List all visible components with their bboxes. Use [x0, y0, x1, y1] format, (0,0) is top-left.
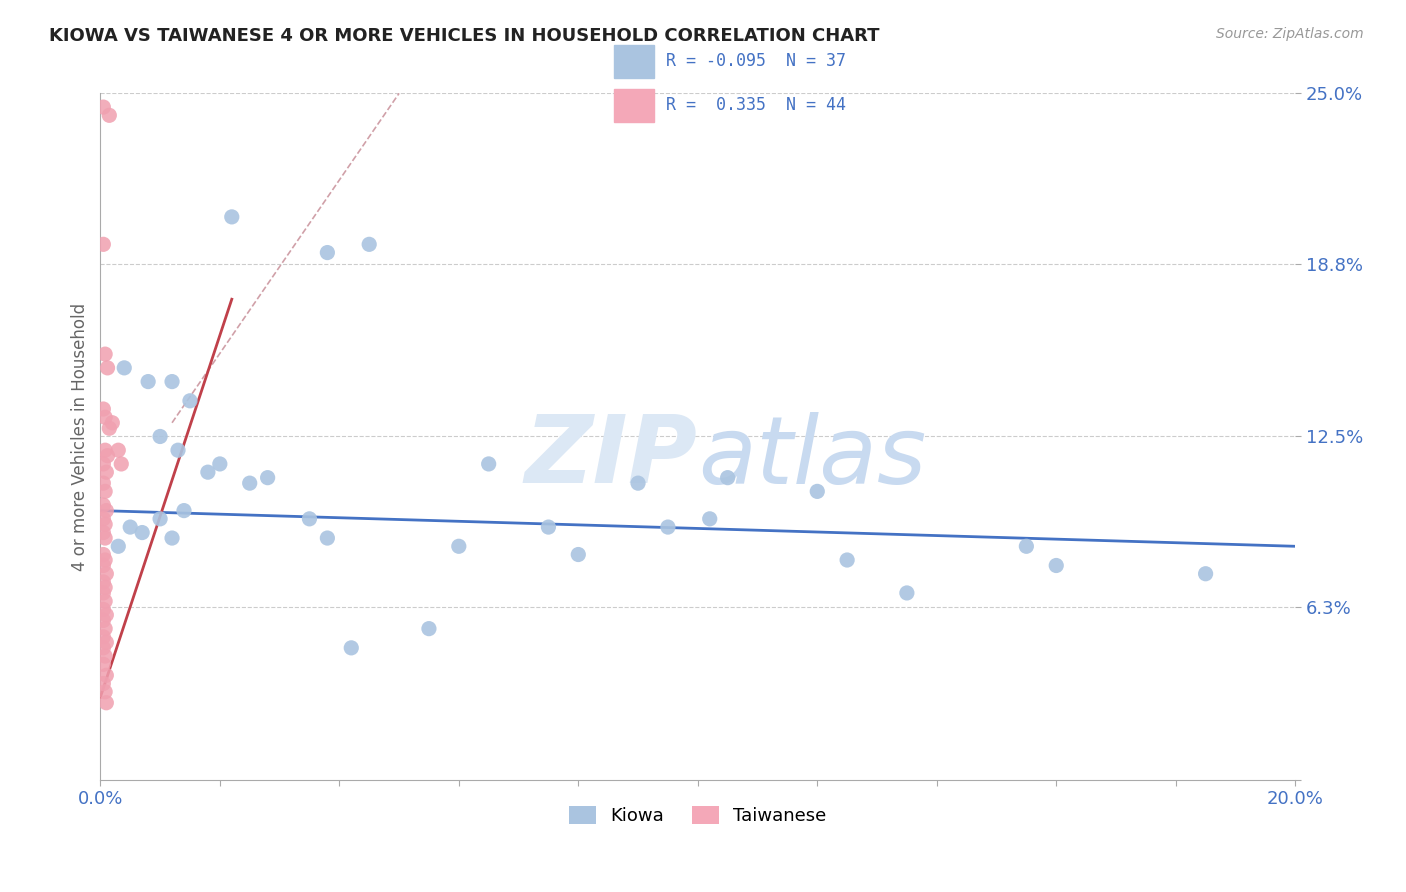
- Point: [94, 531, 117, 545]
- Point: [96, 696, 118, 710]
- Point: [208, 457, 231, 471]
- Point: [418, 622, 440, 636]
- Point: [567, 548, 589, 562]
- Point: [96, 360, 118, 375]
- Point: [110, 457, 132, 471]
- Point: [179, 393, 201, 408]
- Point: [298, 512, 321, 526]
- Point: [806, 484, 828, 499]
- Point: [478, 457, 501, 471]
- Point: [167, 443, 190, 458]
- Point: [1194, 566, 1216, 581]
- Point: [149, 429, 172, 443]
- Point: [107, 443, 129, 458]
- Point: [239, 476, 262, 491]
- Point: [537, 520, 560, 534]
- Point: [91, 614, 114, 628]
- Point: [94, 347, 117, 361]
- Point: [96, 465, 118, 479]
- Point: [131, 525, 153, 540]
- Text: R = -0.095  N = 37: R = -0.095 N = 37: [666, 52, 846, 70]
- Point: [91, 657, 114, 672]
- Point: [94, 594, 117, 608]
- Text: KIOWA VS TAIWANESE 4 OR MORE VEHICLES IN HOUSEHOLD CORRELATION CHART: KIOWA VS TAIWANESE 4 OR MORE VEHICLES IN…: [49, 27, 880, 45]
- Point: [94, 443, 117, 458]
- Point: [91, 630, 114, 644]
- Point: [91, 100, 114, 114]
- Point: [91, 525, 114, 540]
- Legend: Kiowa, Taiwanese: Kiowa, Taiwanese: [562, 798, 834, 832]
- Point: [94, 581, 117, 595]
- Text: R =  0.335  N = 44: R = 0.335 N = 44: [666, 96, 846, 114]
- Point: [699, 512, 721, 526]
- Point: [149, 512, 172, 526]
- Point: [340, 640, 363, 655]
- Point: [96, 668, 118, 682]
- Point: [94, 685, 117, 699]
- Point: [94, 622, 117, 636]
- Point: [717, 470, 740, 484]
- Point: [96, 503, 118, 517]
- Point: [316, 245, 339, 260]
- Point: [359, 237, 381, 252]
- Point: [1015, 539, 1038, 553]
- Y-axis label: 4 or more Vehicles in Household: 4 or more Vehicles in Household: [72, 302, 89, 571]
- Point: [197, 465, 219, 479]
- Point: [173, 503, 195, 517]
- Text: ZIP: ZIP: [524, 411, 697, 503]
- Point: [91, 586, 114, 600]
- Point: [94, 484, 117, 499]
- Point: [101, 416, 124, 430]
- Point: [160, 375, 183, 389]
- Point: [91, 237, 114, 252]
- Point: [94, 649, 117, 664]
- Point: [96, 449, 118, 463]
- Text: Source: ZipAtlas.com: Source: ZipAtlas.com: [1216, 27, 1364, 41]
- Point: [112, 360, 135, 375]
- Point: [657, 520, 679, 534]
- Point: [627, 476, 650, 491]
- Point: [96, 635, 118, 649]
- Point: [91, 512, 114, 526]
- Point: [94, 553, 117, 567]
- Point: [91, 574, 114, 589]
- Point: [96, 607, 118, 622]
- Point: [91, 402, 114, 417]
- Point: [837, 553, 859, 567]
- Point: [91, 457, 114, 471]
- Point: [316, 531, 339, 545]
- Point: [94, 410, 117, 425]
- Point: [256, 470, 278, 484]
- Point: [896, 586, 918, 600]
- Point: [107, 539, 129, 553]
- Point: [160, 531, 183, 545]
- Point: [1045, 558, 1067, 573]
- Point: [120, 520, 142, 534]
- Point: [91, 640, 114, 655]
- Point: [91, 498, 114, 512]
- Point: [91, 548, 114, 562]
- Point: [94, 517, 117, 532]
- Point: [221, 210, 243, 224]
- Point: [96, 566, 118, 581]
- Point: [98, 108, 121, 122]
- FancyBboxPatch shape: [614, 89, 654, 122]
- Point: [136, 375, 159, 389]
- FancyBboxPatch shape: [614, 45, 654, 78]
- Point: [91, 676, 114, 690]
- Point: [91, 558, 114, 573]
- Point: [447, 539, 470, 553]
- Point: [98, 421, 121, 435]
- Text: atlas: atlas: [697, 411, 927, 502]
- Point: [91, 602, 114, 616]
- Point: [91, 476, 114, 491]
